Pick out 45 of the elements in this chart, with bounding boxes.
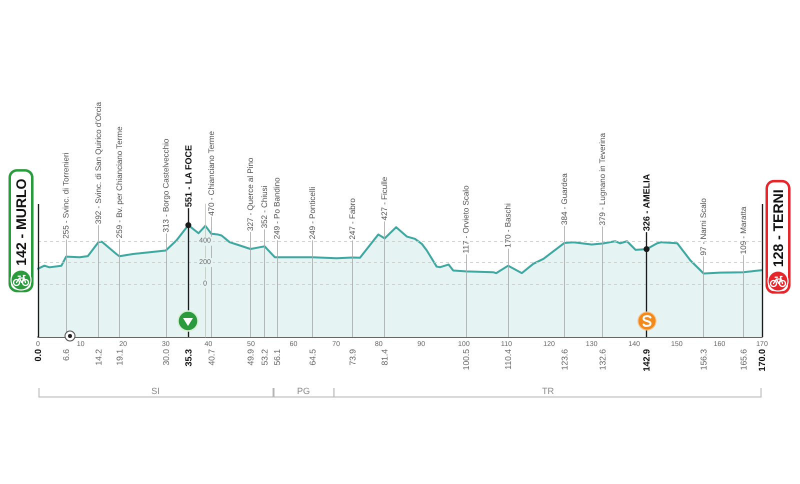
text: 19.1: [114, 348, 124, 366]
text: 56.1: [272, 348, 282, 366]
text: 156.3: [698, 348, 709, 370]
text: 14.2: [93, 348, 104, 366]
ref-line-label: 249 - Ponticelli: [308, 186, 318, 240]
text: 170.0: [757, 349, 767, 372]
ref-line-label: 427 - Ficulle: [380, 176, 390, 220]
text: 142.9: [642, 349, 652, 372]
ref-line-label: 249 - Po Bandino: [272, 176, 282, 240]
ref-line-label: 109 - Maratta: [738, 206, 748, 254]
text: 35.3: [183, 349, 194, 367]
ref-line-label: 259 - Bv. per Chianciano Terme: [114, 126, 124, 238]
text: PG: [297, 386, 310, 396]
text: 40.7: [206, 348, 216, 366]
text: 132.6: [598, 348, 608, 370]
text: 53.2: [260, 348, 270, 366]
ref-line-label: 326 - AMELIA: [642, 173, 652, 232]
ref-line-label: 327 - Querce al Pino: [246, 157, 256, 232]
text: 100.5: [461, 348, 472, 370]
ref-line-label: 142 - MURLO: [13, 178, 29, 266]
text: 64.5: [308, 348, 318, 366]
text: 165.6: [738, 348, 748, 370]
ref-line-label: 313 - Borgo Castelvecchio: [161, 138, 170, 232]
text: 0.0: [33, 349, 43, 362]
ref-line-label: 170 - Baschi: [504, 203, 513, 248]
ref-line-label: 97 - Narni Scalo: [699, 198, 708, 256]
ref-line-label: 352 - Chiusi: [260, 185, 270, 228]
ref-line-label: 255 - Svinc. di Torrenieri: [62, 152, 71, 239]
text: 6.6: [61, 348, 72, 361]
ref-line-label: 117 - Orvieto Scalo: [462, 184, 471, 254]
ref-line-label: 247 - Fabro: [348, 198, 358, 240]
ref-line-label: 379 - Lugnano in Teverina: [598, 132, 608, 226]
text: 73.9: [348, 348, 358, 366]
ref-line-label: 128 - TERNI: [770, 189, 786, 268]
text: 110.4: [503, 348, 514, 370]
text: 49.9: [246, 348, 256, 366]
ref-line-label: 470 - Chianciano Terme: [206, 130, 216, 216]
text: 30.0: [160, 348, 171, 366]
ref-line-label: 551 - LA FOCE: [183, 144, 194, 208]
text: 123.6: [559, 348, 570, 370]
text: 81.4: [380, 348, 390, 366]
text: TR: [542, 386, 554, 396]
ref-line-label: 392 - Svinc. di San Quirico d'Orcia: [94, 102, 103, 224]
ref-line-label: 384 - Guardea: [560, 172, 569, 225]
text: SI: [151, 386, 160, 396]
